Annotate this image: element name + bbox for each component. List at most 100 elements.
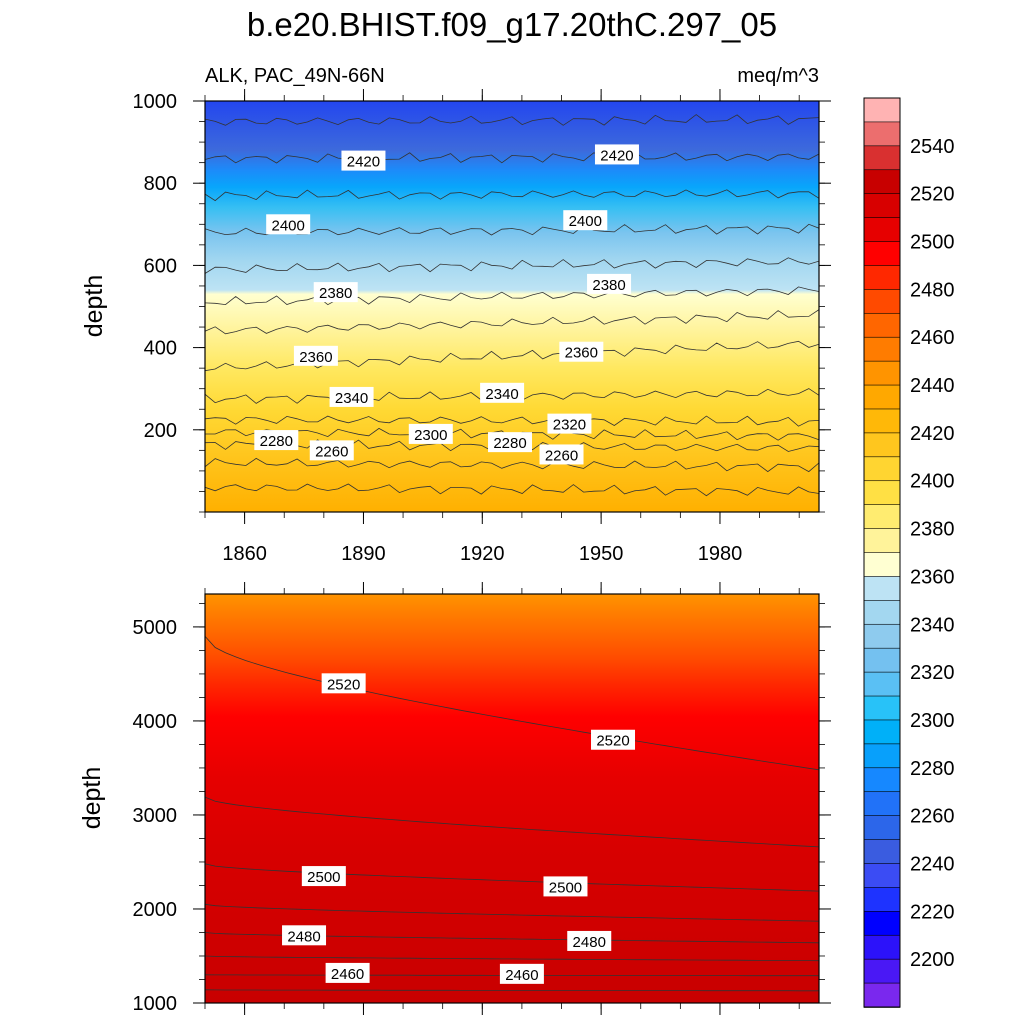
contour-label: 2520: [321, 673, 366, 694]
colorbar: 2540 2520 2500 2480 2460 2440 2420 2400 2380 2360…: [863, 97, 955, 1008]
contour-label-box: [559, 341, 604, 362]
contour-line-2470: [205, 955, 819, 962]
colorbar-swatch: [863, 360, 901, 386]
colorbar-swatch: [863, 289, 901, 315]
colorbar-tick-label: 2280: [910, 758, 955, 780]
contour-label-text: 2400: [271, 217, 304, 234]
contour-label: 2360: [559, 341, 604, 362]
upper-panel: 2260 2260 2280 2280 2300 2320 2340 2340 2360 2360…: [80, 89, 831, 565]
contour-label: 2380: [587, 273, 632, 294]
contour-label-text: 2360: [299, 349, 332, 366]
colorbar-swatch: [863, 791, 901, 817]
contour-label-box: [254, 430, 299, 451]
colorbar-tick-label: 2340: [910, 614, 955, 636]
colorbar-swatch: [863, 623, 901, 649]
colorbar-swatch: [863, 456, 901, 482]
contour-label: 2500: [301, 866, 346, 887]
colorbar-swatch: [863, 815, 901, 841]
variable-label: ALK, PAC_49N-66N: [205, 65, 385, 87]
upper-axis-ticks: 1860 1890 1920 1950 1980 200 400 600 800 1000: [133, 89, 831, 565]
contour-label-box: [488, 432, 533, 453]
x-tick-label: 1920: [460, 543, 505, 565]
contour-line-2490: [205, 903, 819, 922]
colorbar-swatch: [863, 504, 901, 530]
contour-label-text: 2280: [493, 435, 526, 452]
colorbar-swatch: [863, 863, 901, 889]
contour-label-text: 2480: [287, 928, 320, 945]
contour-label-text: 2280: [260, 433, 293, 450]
upper-contour-labels: 2260 2260 2280 2280 2300 2320 2340 2340 2360 2360…: [254, 144, 639, 465]
contour-label-text: 2460: [505, 967, 538, 984]
colorbar-tick-label: 2500: [910, 232, 955, 254]
x-tick-label: 1860: [222, 543, 267, 565]
colorbar-swatch: [863, 552, 901, 578]
colorbar-swatch: [863, 408, 901, 434]
colorbar-swatch: [863, 169, 901, 195]
contour-label-text: 2260: [545, 447, 578, 464]
contour-label-box: [563, 210, 608, 231]
x-tick-label: 1980: [698, 543, 743, 565]
colorbar-tick-label: 2240: [910, 853, 955, 875]
contour-label-text: 2520: [327, 676, 360, 693]
colorbar-swatch: [863, 695, 901, 721]
lower-plot-frame: [204, 593, 820, 1004]
x-tick-label: 1890: [341, 543, 386, 565]
contour-label: 2460: [499, 963, 544, 984]
contour-label-text: 2420: [600, 147, 633, 164]
contour-label-box: [587, 273, 632, 294]
contour-line-2430: [205, 114, 819, 126]
colorbar-swatch: [863, 982, 901, 1008]
colorbar-swatch: [863, 647, 901, 673]
contour-line-2370: [205, 309, 819, 335]
colorbar-tick-label: 2360: [910, 566, 955, 588]
colorbar-swatch: [863, 743, 901, 769]
contour-line-2510: [205, 796, 819, 848]
contour-label: 2420: [594, 144, 639, 165]
contour-label-box: [321, 673, 366, 694]
y-tick-label: 1000: [133, 993, 178, 1015]
contour-label-box: [293, 345, 338, 366]
contour-label-box: [594, 144, 639, 165]
contour-label-text: 2260: [315, 443, 348, 460]
contour-label-box: [543, 876, 588, 897]
contour-label-text: 2500: [549, 879, 582, 896]
colorbar-swatch: [863, 671, 901, 697]
contour-label-box: [547, 413, 592, 434]
contour-label: 2480: [282, 925, 327, 946]
contour-line-2260: [205, 457, 819, 473]
contour-label: 2400: [266, 214, 311, 235]
colorbar-tick-label: 2220: [910, 901, 955, 923]
contour-label-text: 2460: [331, 966, 364, 983]
y-tick-label: 200: [144, 420, 177, 442]
contour-label: 2500: [543, 876, 588, 897]
contour-label-box: [301, 866, 346, 887]
colorbar-swatch: [863, 767, 901, 793]
contour-label: 2260: [309, 440, 354, 461]
y-tick-label: 5000: [133, 617, 178, 639]
contour-label-box: [480, 382, 525, 403]
colorbar-swatch: [863, 312, 901, 339]
contour-label-box: [567, 930, 612, 951]
colorbar-swatch: [863, 241, 901, 267]
lower-panel: 2460 2460 2480 2480 2500 2500 2520 2520 1000 200…: [78, 582, 831, 1015]
contour-label: 2340: [480, 382, 525, 403]
colorbar-frame: [863, 97, 901, 1008]
colorbar-tick-label: 2420: [910, 423, 955, 445]
contour-label-text: 2360: [565, 345, 598, 362]
colorbar-swatch: [863, 265, 901, 291]
contour-label-text: 2480: [573, 934, 606, 951]
colorbar-tick-label: 2520: [910, 184, 955, 206]
contour-label: 2360: [293, 345, 338, 366]
contour-label-box: [313, 282, 358, 303]
colorbar-swatch: [863, 934, 901, 960]
contour-label: 2400: [563, 210, 608, 231]
colorbar-swatch: [863, 480, 901, 506]
y-tick-label: 600: [144, 255, 177, 277]
lower-contour-labels: 2460 2460 2480 2480 2500 2500 2520 2520: [282, 673, 636, 984]
x-tick-label: 1950: [579, 543, 624, 565]
contour-label-text: 2320: [553, 417, 586, 434]
colorbar-swatch: [863, 384, 901, 410]
colorbar-tick-label: 2320: [910, 662, 955, 684]
contour-label-text: 2340: [485, 386, 518, 403]
contour-line-2520: [205, 636, 819, 771]
